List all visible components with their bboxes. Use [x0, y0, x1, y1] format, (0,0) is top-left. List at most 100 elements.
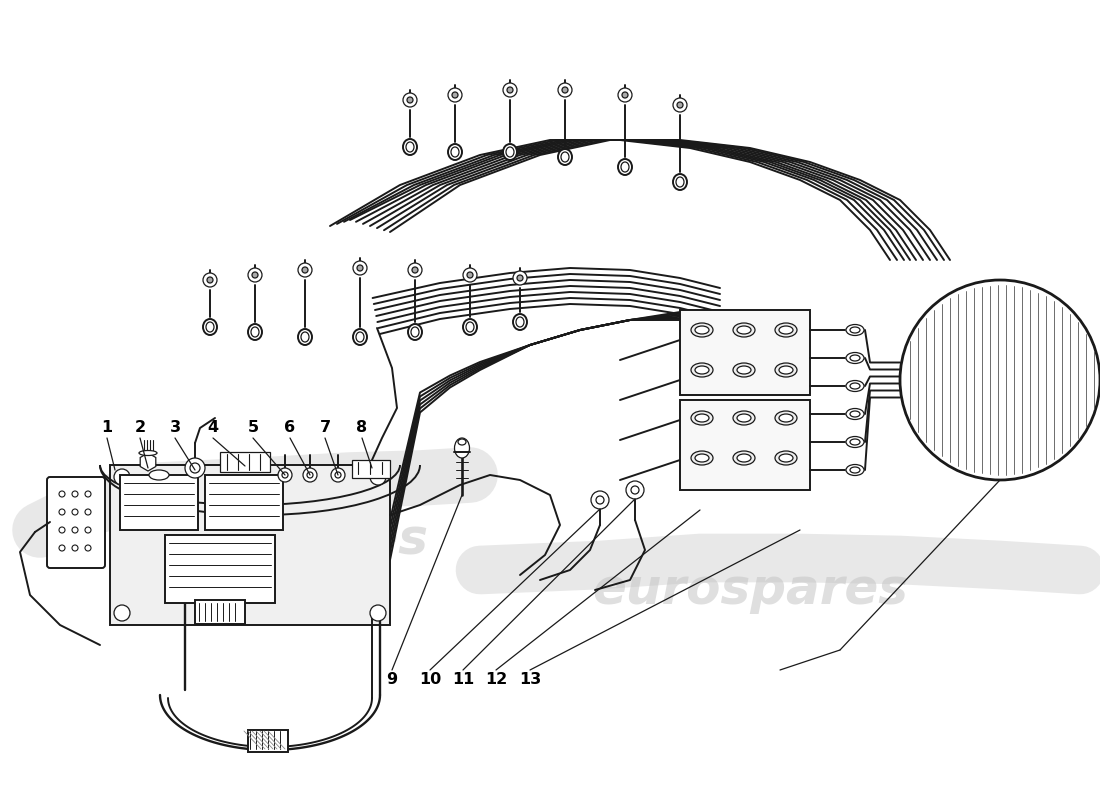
- Circle shape: [190, 463, 200, 473]
- Ellipse shape: [850, 411, 860, 417]
- Circle shape: [503, 83, 517, 97]
- Ellipse shape: [695, 454, 710, 462]
- Circle shape: [185, 458, 205, 478]
- Circle shape: [248, 268, 262, 282]
- Ellipse shape: [850, 383, 860, 389]
- Circle shape: [72, 527, 78, 533]
- Text: 8: 8: [356, 421, 367, 435]
- Text: eurospares: eurospares: [112, 516, 428, 564]
- Ellipse shape: [850, 327, 860, 333]
- Ellipse shape: [776, 451, 798, 465]
- Circle shape: [336, 472, 341, 478]
- Circle shape: [558, 83, 572, 97]
- Text: 12: 12: [485, 673, 507, 687]
- Ellipse shape: [356, 332, 364, 342]
- Ellipse shape: [353, 329, 367, 345]
- Circle shape: [302, 267, 308, 273]
- Text: 10: 10: [419, 673, 441, 687]
- FancyBboxPatch shape: [248, 730, 288, 752]
- Circle shape: [676, 102, 683, 108]
- Ellipse shape: [733, 363, 755, 377]
- FancyBboxPatch shape: [195, 600, 245, 624]
- Circle shape: [59, 545, 65, 551]
- Circle shape: [85, 545, 91, 551]
- Ellipse shape: [691, 363, 713, 377]
- Text: eurospares: eurospares: [592, 566, 908, 614]
- Circle shape: [562, 87, 568, 93]
- Circle shape: [412, 267, 418, 273]
- Circle shape: [673, 98, 688, 112]
- Ellipse shape: [621, 162, 629, 172]
- Circle shape: [353, 261, 367, 275]
- Ellipse shape: [850, 467, 860, 473]
- Circle shape: [507, 87, 513, 93]
- Circle shape: [370, 605, 386, 621]
- Circle shape: [278, 468, 292, 482]
- Circle shape: [59, 509, 65, 515]
- Ellipse shape: [506, 147, 514, 157]
- Ellipse shape: [298, 329, 312, 345]
- Circle shape: [85, 491, 91, 497]
- FancyBboxPatch shape: [680, 400, 810, 490]
- Text: 4: 4: [208, 421, 219, 435]
- Text: 3: 3: [169, 421, 180, 435]
- Ellipse shape: [454, 438, 470, 458]
- Ellipse shape: [846, 409, 864, 419]
- Ellipse shape: [673, 174, 688, 190]
- Ellipse shape: [206, 322, 214, 332]
- Ellipse shape: [737, 366, 751, 374]
- Circle shape: [463, 268, 477, 282]
- Ellipse shape: [513, 314, 527, 330]
- Ellipse shape: [776, 323, 798, 337]
- Ellipse shape: [850, 439, 860, 445]
- Ellipse shape: [846, 465, 864, 475]
- Circle shape: [452, 92, 458, 98]
- Ellipse shape: [148, 470, 169, 480]
- Circle shape: [621, 92, 628, 98]
- Circle shape: [448, 88, 462, 102]
- FancyBboxPatch shape: [220, 452, 270, 472]
- Ellipse shape: [776, 411, 798, 425]
- Circle shape: [298, 263, 312, 277]
- Circle shape: [618, 88, 632, 102]
- Ellipse shape: [561, 152, 569, 162]
- Circle shape: [282, 472, 288, 478]
- Ellipse shape: [846, 381, 864, 391]
- Circle shape: [403, 93, 417, 107]
- Circle shape: [631, 486, 639, 494]
- Circle shape: [72, 545, 78, 551]
- Ellipse shape: [406, 142, 414, 152]
- Ellipse shape: [846, 353, 864, 363]
- FancyBboxPatch shape: [205, 475, 283, 530]
- Ellipse shape: [776, 363, 798, 377]
- Ellipse shape: [408, 324, 422, 340]
- Text: 7: 7: [319, 421, 331, 435]
- Ellipse shape: [558, 149, 572, 165]
- Ellipse shape: [779, 366, 793, 374]
- Text: 1: 1: [101, 421, 112, 435]
- Ellipse shape: [463, 319, 477, 335]
- Circle shape: [407, 97, 412, 103]
- Ellipse shape: [139, 450, 157, 455]
- Ellipse shape: [737, 454, 751, 462]
- Circle shape: [72, 491, 78, 497]
- Ellipse shape: [503, 144, 517, 160]
- Circle shape: [85, 527, 91, 533]
- Ellipse shape: [248, 324, 262, 340]
- Ellipse shape: [846, 437, 864, 447]
- Circle shape: [114, 605, 130, 621]
- Circle shape: [900, 280, 1100, 480]
- FancyBboxPatch shape: [165, 535, 275, 603]
- Ellipse shape: [737, 414, 751, 422]
- Ellipse shape: [737, 326, 751, 334]
- Circle shape: [408, 263, 422, 277]
- Ellipse shape: [251, 327, 258, 337]
- Ellipse shape: [204, 319, 217, 335]
- Circle shape: [596, 496, 604, 504]
- Ellipse shape: [458, 439, 466, 445]
- Ellipse shape: [846, 325, 864, 335]
- Ellipse shape: [733, 451, 755, 465]
- Ellipse shape: [618, 159, 632, 175]
- Ellipse shape: [695, 326, 710, 334]
- Ellipse shape: [516, 317, 524, 327]
